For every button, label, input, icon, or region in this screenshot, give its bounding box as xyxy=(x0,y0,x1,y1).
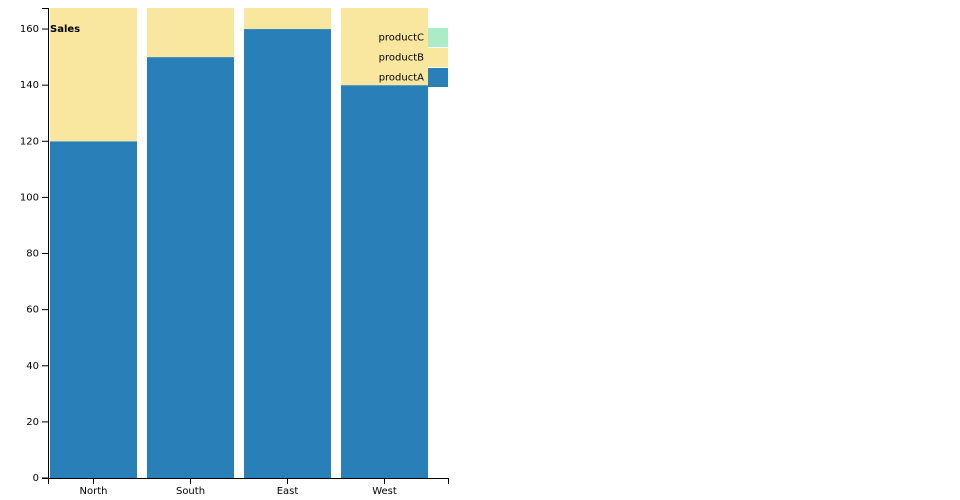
x-tick-label: West xyxy=(372,486,397,497)
legend-swatch xyxy=(428,48,448,67)
bar-segment xyxy=(147,57,234,478)
y-tick-label: 100 xyxy=(20,192,39,203)
y-tick-label: 80 xyxy=(26,249,39,260)
y-tick-label: 120 xyxy=(20,136,39,147)
y-tick-label: 60 xyxy=(26,305,39,316)
y-tick-label: 0 xyxy=(33,473,39,484)
chart-title: Sales xyxy=(50,24,80,35)
legend-label: productA xyxy=(379,73,424,84)
x-tick-label: North xyxy=(80,486,108,497)
legend-swatch xyxy=(428,28,448,47)
legend-swatch xyxy=(428,68,448,87)
y-tick-label: 140 xyxy=(20,80,39,91)
bar-segment xyxy=(341,85,428,478)
bar-segment xyxy=(50,141,137,478)
legend-label: productB xyxy=(379,53,424,64)
x-tick-label: South xyxy=(176,486,205,497)
y-axis xyxy=(42,8,49,479)
bar-segment xyxy=(244,8,331,30)
legend-label: productC xyxy=(379,33,424,44)
bar-segment xyxy=(50,8,137,142)
y-tick-label: 20 xyxy=(26,417,39,428)
bar-segment xyxy=(244,29,331,478)
y-tick-label: 160 xyxy=(20,24,39,35)
x-tick-label: East xyxy=(277,486,299,497)
bar-segment xyxy=(147,8,234,58)
x-axis xyxy=(48,478,449,484)
y-tick-label: 40 xyxy=(26,361,39,372)
bar-segment xyxy=(341,8,428,86)
bars xyxy=(50,8,428,478)
